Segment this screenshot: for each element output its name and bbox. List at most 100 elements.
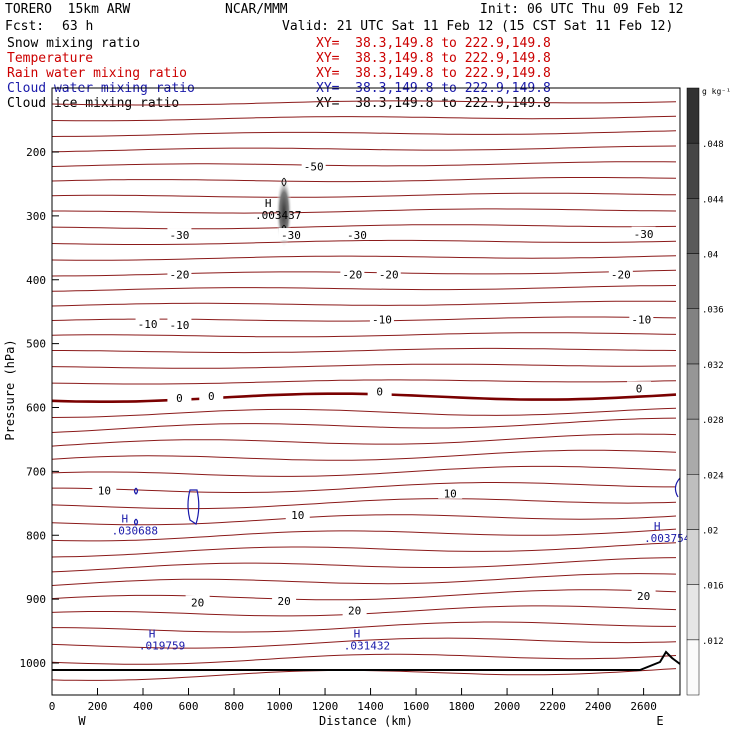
colorbar-tick-label: .048: [702, 140, 724, 150]
y-tick-label: 300: [26, 210, 46, 223]
temperature-label: 20: [348, 605, 361, 618]
temperature-label-bg: [608, 267, 633, 280]
temperature-label-bg: [631, 588, 656, 601]
max-value: .003754: [644, 532, 691, 545]
init-time: Init: 06 UTC Thu 09 Feb 12: [480, 2, 684, 17]
temperature-contour: [52, 347, 677, 354]
max-marker: H: [654, 520, 661, 533]
terrain-line: [52, 650, 681, 671]
field-label-snow: Snow mixing ratio: [7, 36, 141, 51]
temperature-contour: [51, 498, 677, 510]
temperature-label: 0: [636, 382, 643, 395]
temperature-label: 20: [191, 596, 204, 609]
plot-frame: [51, 87, 681, 696]
temperature-label: 10: [98, 485, 111, 498]
temperature-label-bg: [627, 381, 652, 394]
max-value: .031432: [344, 639, 390, 652]
colorbar-swatch: [686, 308, 700, 365]
temperature-label: -30: [281, 229, 301, 242]
temperature-label: -10: [372, 313, 392, 326]
colorbar-tick-label: .036: [702, 306, 724, 316]
west-label: W: [78, 714, 86, 728]
temperature-contour: [51, 100, 677, 106]
temperature-contour: [51, 449, 677, 461]
temperature-contour: [52, 482, 676, 493]
x-tick-label: 800: [224, 700, 244, 713]
temperature-contour: [51, 177, 677, 183]
x-tick-label: 0: [49, 700, 56, 713]
max-value: .019759: [139, 639, 185, 652]
temperature-label: -20: [169, 269, 189, 282]
temperature-label-bg: [367, 384, 392, 397]
temperature-label: 10: [444, 488, 457, 501]
temperature-label-bg: [438, 486, 463, 499]
temperature-label: -10: [631, 313, 651, 326]
colorbar-swatch: [686, 639, 700, 696]
x-tick-label: 1800: [448, 700, 475, 713]
y-tick-label: 500: [26, 338, 46, 351]
temperature-contour: [51, 542, 677, 558]
y-tick-label: 700: [26, 465, 46, 478]
temperature-label-bg: [301, 159, 326, 172]
y-tick-label: 200: [26, 146, 46, 159]
temperature-label: -30: [169, 229, 189, 242]
y-tick-label: 600: [26, 402, 46, 415]
cloud-water-contour: [187, 489, 200, 525]
temperature-label-bg: [167, 267, 192, 280]
east-label: E: [656, 714, 663, 728]
colorbar-tick-label: .044: [702, 195, 724, 205]
valid-time: Valid: 21 UTC Sat 11 Feb 12 (15 CST Sat …: [282, 19, 674, 34]
x-tick-label: 1000: [266, 700, 293, 713]
colorbar-swatch: [686, 198, 700, 254]
y-tick-label: 900: [26, 593, 46, 606]
temperature-label-bg: [631, 226, 656, 239]
temperature-label-bg: [185, 595, 210, 608]
max-value: .003437: [255, 209, 301, 222]
temperature-contour: [52, 208, 677, 214]
temperature-contour: [51, 379, 677, 385]
x-tick-label: 400: [133, 700, 153, 713]
x-tick-label: 1400: [357, 700, 384, 713]
max-marker: H: [265, 197, 272, 210]
max-value: .030688: [112, 524, 158, 537]
temperature-label: -50: [304, 161, 324, 174]
colorbar-tick-label: .016: [702, 582, 724, 592]
temperature-contour: [51, 528, 677, 542]
temperature-contour: [51, 514, 677, 526]
fcst-label: Fcst:: [5, 19, 45, 34]
cloud-water-contour: [133, 518, 139, 526]
x-tick-label: 2400: [585, 700, 612, 713]
model-title: TORERO 15km ARW: [5, 2, 131, 17]
field-label-temperature: Temperature: [7, 51, 94, 66]
max-marker: H: [149, 627, 156, 640]
temperature-contour: [51, 407, 677, 418]
temperature-label-bg: [285, 507, 310, 520]
temperature-contour: [51, 589, 677, 601]
colorbar-swatch: [686, 584, 700, 641]
temperature-label: -20: [379, 269, 399, 282]
colorbar-swatch: [686, 87, 700, 144]
temperature-contour: [51, 255, 677, 261]
freezing-isotherm: [51, 392, 677, 404]
temperature-label: -20: [611, 269, 631, 282]
temperature-label-bg: [199, 389, 224, 402]
temperature-label-bg: [92, 483, 117, 496]
temperature-label: -10: [138, 318, 158, 331]
colorbar-swatch: [686, 142, 700, 199]
temperature-contour: [51, 653, 677, 665]
colorbar-tick-label: .02: [702, 526, 718, 536]
temperature-contour: [51, 224, 677, 230]
x-tick-label: 1600: [403, 700, 430, 713]
colorbar-swatch: [686, 474, 700, 530]
temperature-label: 0: [176, 392, 183, 405]
temperature-label-bg: [167, 390, 192, 403]
field-label-rain: Rain water mixing ratio: [7, 66, 188, 81]
temperature-label-bg: [342, 603, 367, 616]
temperature-label-bg: [340, 267, 365, 280]
temperature-label: -30: [634, 228, 654, 241]
temperature-contour: [51, 363, 677, 369]
y-tick-label: 1000: [20, 657, 47, 670]
temperature-contour: [51, 161, 677, 167]
temperature-label-bg: [344, 228, 369, 241]
